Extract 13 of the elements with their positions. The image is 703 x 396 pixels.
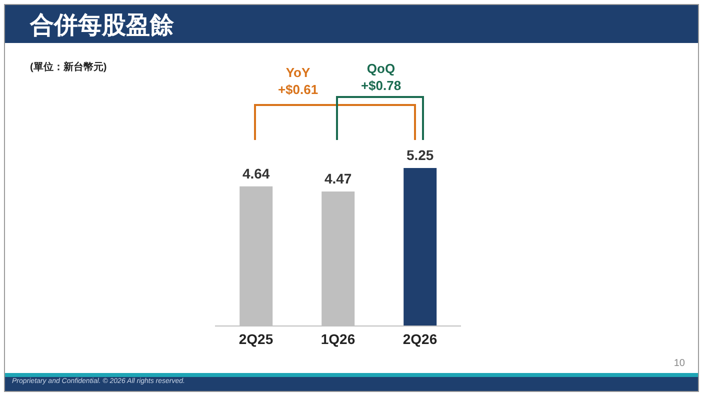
data-label: 4.47 bbox=[324, 170, 352, 186]
text: +$0.78 bbox=[360, 77, 402, 94]
data-label: 4.64 bbox=[242, 165, 270, 182]
data-label: 5.25 bbox=[406, 147, 434, 163]
x-tick-label: 2Q26 bbox=[402, 330, 438, 347]
chart-title: 合併每股盈餘 bbox=[30, 10, 174, 41]
x-tick-label: 1Q26 bbox=[320, 330, 356, 347]
text: YoY bbox=[284, 64, 312, 81]
text: 10 bbox=[674, 358, 685, 369]
text: +$0.61 bbox=[276, 81, 320, 98]
x-tick-label: 2Q25 bbox=[238, 330, 274, 347]
text: QoQ bbox=[366, 60, 396, 77]
text: (單位：新台幣元) bbox=[30, 60, 107, 74]
